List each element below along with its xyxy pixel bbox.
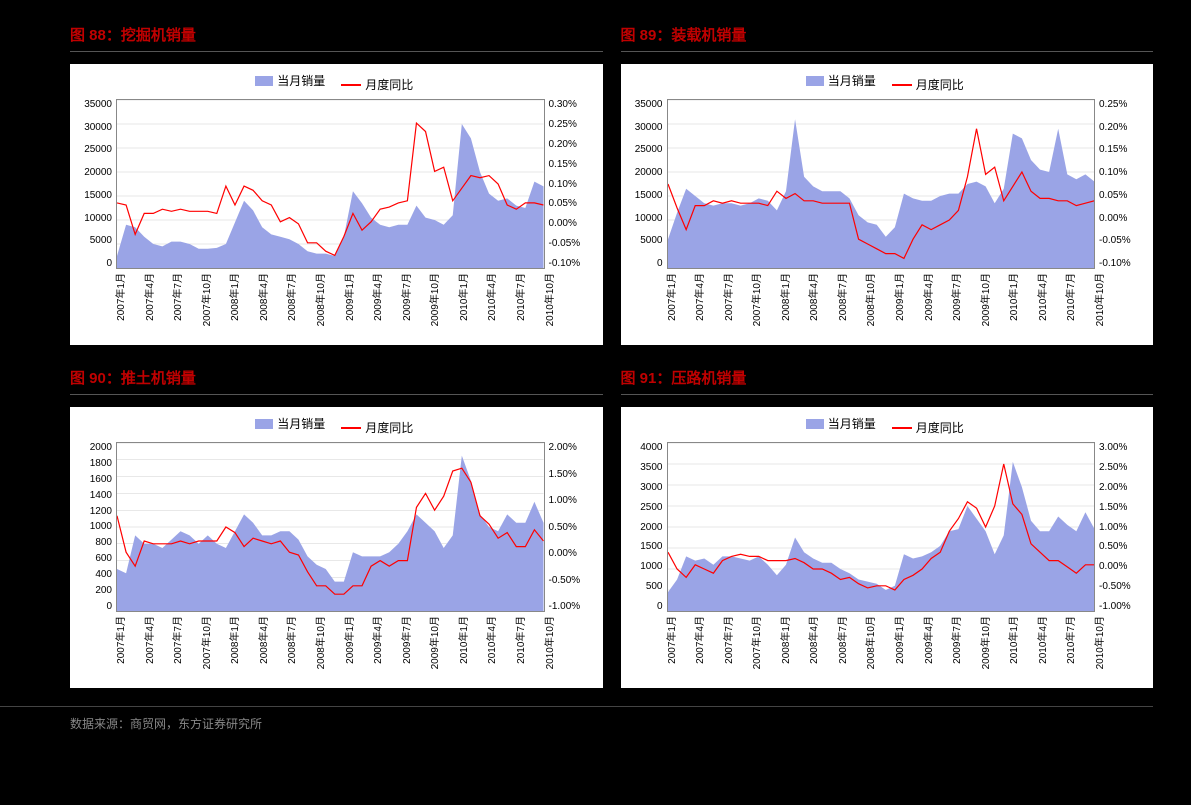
y-axis-right: 0.25%0.20%0.15%0.10%0.05%0.00%-0.05%-0.1…: [1095, 99, 1143, 269]
legend-area: 当月销量: [255, 72, 325, 89]
chart-panel-1: 图 89：装载机销量当月销量月度同比3500030000250002000015…: [621, 20, 1154, 345]
chart-frame: 当月销量月度同比35000300002500020000150001000050…: [621, 64, 1154, 345]
area-series: [117, 456, 544, 611]
plot-area: [667, 99, 1096, 269]
plot-area: [116, 99, 545, 269]
y-axis-left: 35000300002500020000150001000050000: [627, 99, 667, 269]
chart-title: 图 91：压路机销量: [621, 363, 1154, 395]
chart-legend: 当月销量月度同比: [627, 413, 1144, 442]
chart-panel-3: 图 91：压路机销量当月销量月度同比4000350030002500200015…: [621, 363, 1154, 688]
chart-frame: 当月销量月度同比35000300002500020000150001000050…: [70, 64, 603, 345]
legend-area: 当月销量: [806, 415, 876, 432]
chart-title: 图 90：推土机销量: [70, 363, 603, 395]
chart-title: 图 88：挖掘机销量: [70, 20, 603, 52]
chart-frame: 当月销量月度同比20001800160014001200100080060040…: [70, 407, 603, 688]
x-axis: 2007年1月2007年4月2007年7月2007年10月2008年1月2008…: [116, 612, 545, 682]
legend-line: 月度同比: [892, 76, 964, 93]
chart-title: 图 89：装载机销量: [621, 20, 1154, 52]
y-axis-left: 2000180016001400120010008006004002000: [76, 442, 116, 612]
y-axis-right: 0.30%0.25%0.20%0.15%0.10%0.05%0.00%-0.05…: [545, 99, 593, 269]
plot-area: [116, 442, 545, 612]
y-axis-right: 3.00%2.50%2.00%1.50%1.00%0.50%0.00%-0.50…: [1095, 442, 1143, 612]
legend-line: 月度同比: [341, 419, 413, 436]
y-axis-left: 35000300002500020000150001000050000: [76, 99, 116, 269]
y-axis-right: 2.00%1.50%1.00%0.50%0.00%-0.50%-1.00%: [545, 442, 593, 612]
x-axis: 2007年1月2007年4月2007年7月2007年10月2008年1月2008…: [667, 269, 1096, 339]
chart-legend: 当月销量月度同比: [76, 413, 593, 442]
chart-panel-0: 图 88：挖掘机销量当月销量月度同比3500030000250002000015…: [70, 20, 603, 345]
chart-legend: 当月销量月度同比: [627, 70, 1144, 99]
chart-legend: 当月销量月度同比: [76, 70, 593, 99]
area-series: [668, 119, 1095, 268]
chart-panel-2: 图 90：推土机销量当月销量月度同比2000180016001400120010…: [70, 363, 603, 688]
x-axis: 2007年1月2007年4月2007年7月2007年10月2008年1月2008…: [667, 612, 1096, 682]
y-axis-left: 40003500300025002000150010005000: [627, 442, 667, 612]
source-text: 数据来源：商贸网，东方证券研究所: [0, 706, 1153, 732]
x-axis: 2007年1月2007年4月2007年7月2007年10月2008年1月2008…: [116, 269, 545, 339]
legend-area: 当月销量: [806, 72, 876, 89]
area-series: [668, 462, 1095, 611]
plot-area: [667, 442, 1096, 612]
legend-line: 月度同比: [892, 419, 964, 436]
legend-area: 当月销量: [255, 415, 325, 432]
chart-frame: 当月销量月度同比40003500300025002000150010005000…: [621, 407, 1154, 688]
legend-line: 月度同比: [341, 76, 413, 93]
